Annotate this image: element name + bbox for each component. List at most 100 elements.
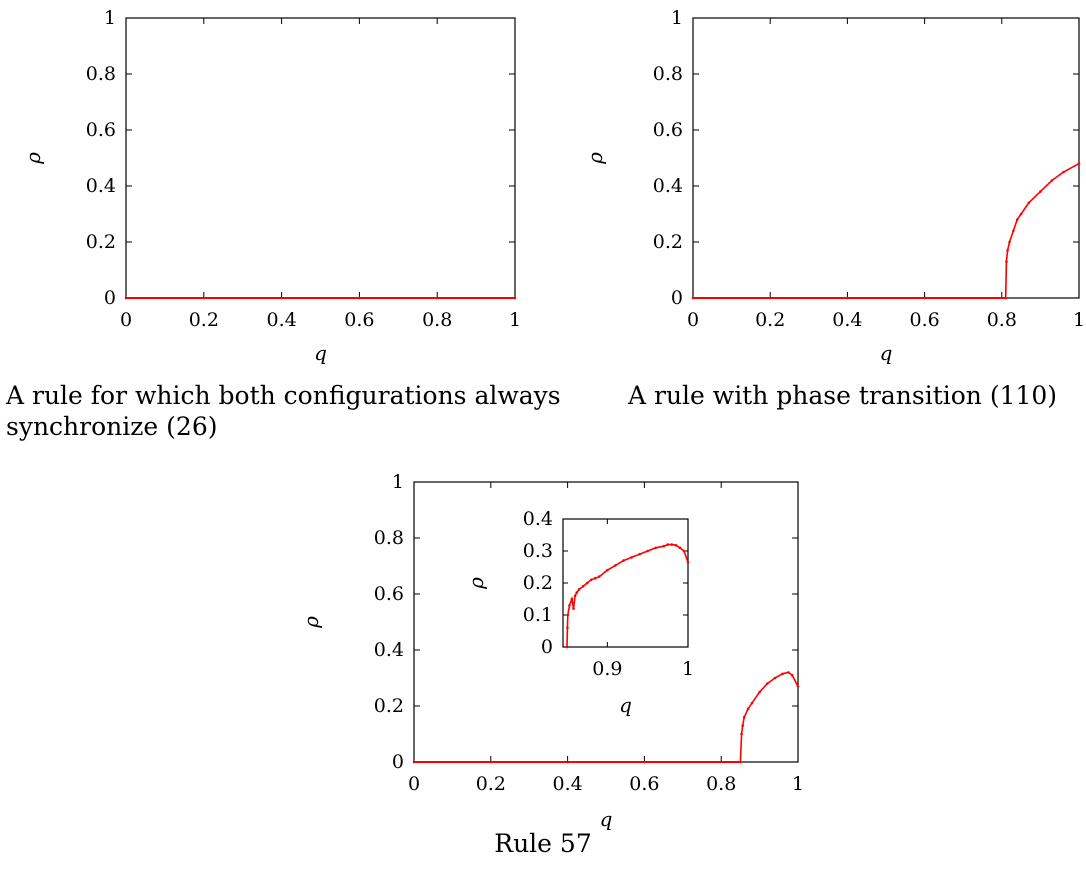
chart-2-ytick-label: 0.4 bbox=[653, 175, 683, 197]
chart-1-xtick-label: 0.4 bbox=[266, 309, 296, 331]
chart-1-data-point bbox=[202, 296, 206, 300]
chart-3-inset-data-point bbox=[597, 575, 601, 578]
chart-3-data-point bbox=[773, 676, 777, 680]
chart-1-data-point bbox=[435, 296, 439, 300]
chart-3-inset-ytick-label: 0.4 bbox=[523, 508, 553, 530]
chart-3-xtick-label: 0.2 bbox=[476, 773, 506, 795]
chart-2-data-point bbox=[1008, 240, 1011, 244]
chart-3-data-point bbox=[781, 672, 784, 676]
chart-1-xtick-label: 0.2 bbox=[189, 309, 219, 331]
chart-3-inset-series-curve bbox=[566, 543, 689, 648]
chart-3-data-point bbox=[741, 724, 745, 727]
chart-3-inset-data-point bbox=[581, 584, 585, 588]
chart-1-frame bbox=[125, 17, 516, 299]
chart-3-data-point bbox=[566, 760, 569, 764]
chart-2-ytick-label: 1 bbox=[671, 7, 683, 29]
chart-2-data-point bbox=[768, 296, 772, 300]
chart-3-xtick-label: 0.4 bbox=[552, 773, 582, 795]
chart-1-data-point bbox=[513, 296, 517, 300]
chart-2-data-point bbox=[1004, 296, 1007, 300]
chart-3-inset-data-point bbox=[682, 549, 686, 553]
chart-3-inset-data-point bbox=[662, 544, 666, 548]
chart-2-ytick-label: 0.2 bbox=[653, 231, 683, 253]
chart-3-ytick-label: 0 bbox=[392, 751, 404, 773]
chart-2-xtick-label: 0.8 bbox=[987, 309, 1017, 331]
chart-3-data-point bbox=[739, 760, 742, 764]
chart-2-data-point bbox=[1027, 201, 1031, 205]
chart-2-ytick-label: 0.8 bbox=[653, 63, 683, 85]
chart-3-data-point bbox=[790, 673, 794, 677]
chart-3-inset-data-point bbox=[670, 543, 674, 546]
chart-2-data-point bbox=[1062, 170, 1065, 174]
chart-3-inset-data-point bbox=[686, 560, 690, 564]
chart-2-data-point bbox=[1019, 212, 1023, 216]
chart-3-inset-data-point bbox=[654, 546, 658, 550]
chart-3-ytick-label: 0.2 bbox=[374, 695, 404, 717]
chart-3-ytick-label: 1 bbox=[392, 471, 404, 493]
chart-3-inset-data-point bbox=[674, 543, 678, 547]
chart-1-ytick-label: 0.2 bbox=[86, 231, 116, 253]
chart-1-xtick-label: 0.8 bbox=[422, 309, 452, 331]
chart-3-inset-ytick-label: 0 bbox=[541, 636, 553, 658]
chart-2-data-point bbox=[1039, 190, 1042, 193]
chart-2-frame bbox=[692, 17, 1080, 299]
caption-rule-57: Rule 57 bbox=[494, 829, 592, 858]
chart-2-plot: 0 0.2 0.4 0.6 0.8 1 0 0.2 0.4 0.6 0.8 1 q ρ bbox=[583, 7, 1085, 365]
chart-1-ytick-label: 1 bbox=[104, 7, 116, 29]
chart-3-inset-ytick-label: 0.1 bbox=[523, 604, 553, 626]
chart-3-data-point bbox=[489, 760, 493, 764]
chart-3-inset-data-point bbox=[577, 588, 581, 591]
chart-3-inset-data-point bbox=[566, 613, 570, 617]
chart-1-ytick-label: 0.8 bbox=[86, 63, 116, 85]
chart-2-data-point bbox=[1050, 179, 1054, 182]
chart-3-inset-data-point bbox=[614, 564, 617, 567]
chart-1-data-point bbox=[124, 296, 128, 300]
chart-2-data-point bbox=[691, 296, 695, 300]
chart-3-inset-data-point bbox=[638, 552, 641, 556]
chart-3-inset-data-point bbox=[585, 581, 589, 585]
chart-2-xtick-label: 0.4 bbox=[832, 309, 862, 331]
chart-3-inset-data-point bbox=[575, 591, 579, 594]
chart-2-xtick-label: 0.2 bbox=[755, 309, 785, 331]
chart-1-xtick-label: 0 bbox=[120, 309, 132, 331]
chart-3-data-point bbox=[758, 690, 761, 694]
chart-3-ytick-label: 0.6 bbox=[374, 583, 404, 605]
chart-1-xlabel: q bbox=[314, 341, 327, 365]
chart-1-data-point bbox=[358, 296, 361, 300]
chart-3-inset-plot: 0.9 1 0 0.1 0.2 0.3 0.4 q ρ bbox=[464, 508, 694, 717]
chart-2-ylabel: ρ bbox=[583, 152, 607, 165]
chart-3-inset-data-point bbox=[572, 607, 575, 610]
inset-background bbox=[563, 519, 688, 647]
chart-3-data-point bbox=[750, 701, 754, 705]
chart-1-data-point bbox=[280, 296, 283, 300]
caption-rule-26: A rule for which both configurations alw… bbox=[6, 381, 561, 441]
chart-3-series-curve bbox=[739, 671, 799, 763]
chart-2-xtick-label: 0.6 bbox=[909, 309, 939, 331]
chart-3-xtick-label: 1 bbox=[792, 773, 804, 795]
chart-3-ytick-label: 0.8 bbox=[374, 527, 404, 549]
chart-3-inset-data-point bbox=[606, 568, 609, 572]
chart-1-ytick-label: 0.6 bbox=[86, 119, 116, 141]
chart-3-data-point bbox=[796, 685, 800, 688]
chart-2-ytick-label: 0 bbox=[671, 287, 683, 309]
chart-3-inset-ylabel: ρ bbox=[464, 577, 488, 590]
chart-1-xtick-label: 0.6 bbox=[344, 309, 374, 331]
caption-rule-110: A rule with phase transition (110) bbox=[628, 381, 1058, 410]
chart-2-data-point bbox=[1077, 162, 1081, 165]
chart-3-inset-ytick-label: 0.2 bbox=[523, 572, 553, 594]
chart-1-plot: 0 0.2 0.4 0.6 0.8 1 0 0.2 0.4 0.6 0.8 1 q ρ bbox=[21, 7, 521, 365]
chart-3-data-point bbox=[765, 682, 769, 685]
chart-1-ylabel: ρ bbox=[21, 152, 45, 165]
chart-3-inset-xlabel: q bbox=[619, 693, 632, 717]
chart-3-inset-data-point bbox=[630, 556, 633, 559]
chart-2-data-point bbox=[1012, 229, 1015, 233]
chart-2-xtick-label: 0 bbox=[687, 309, 699, 331]
chart-3-ylabel: ρ bbox=[299, 616, 323, 629]
chart-3-inset-xtick-label: 1 bbox=[682, 658, 694, 680]
chart-2-xlabel: q bbox=[880, 341, 893, 365]
chart-3-inset-data-point bbox=[589, 578, 593, 582]
chart-3-inset-data-point bbox=[573, 594, 577, 598]
chart-2-series-curve bbox=[1004, 162, 1080, 299]
chart-3-ytick-label: 0.4 bbox=[374, 639, 404, 661]
